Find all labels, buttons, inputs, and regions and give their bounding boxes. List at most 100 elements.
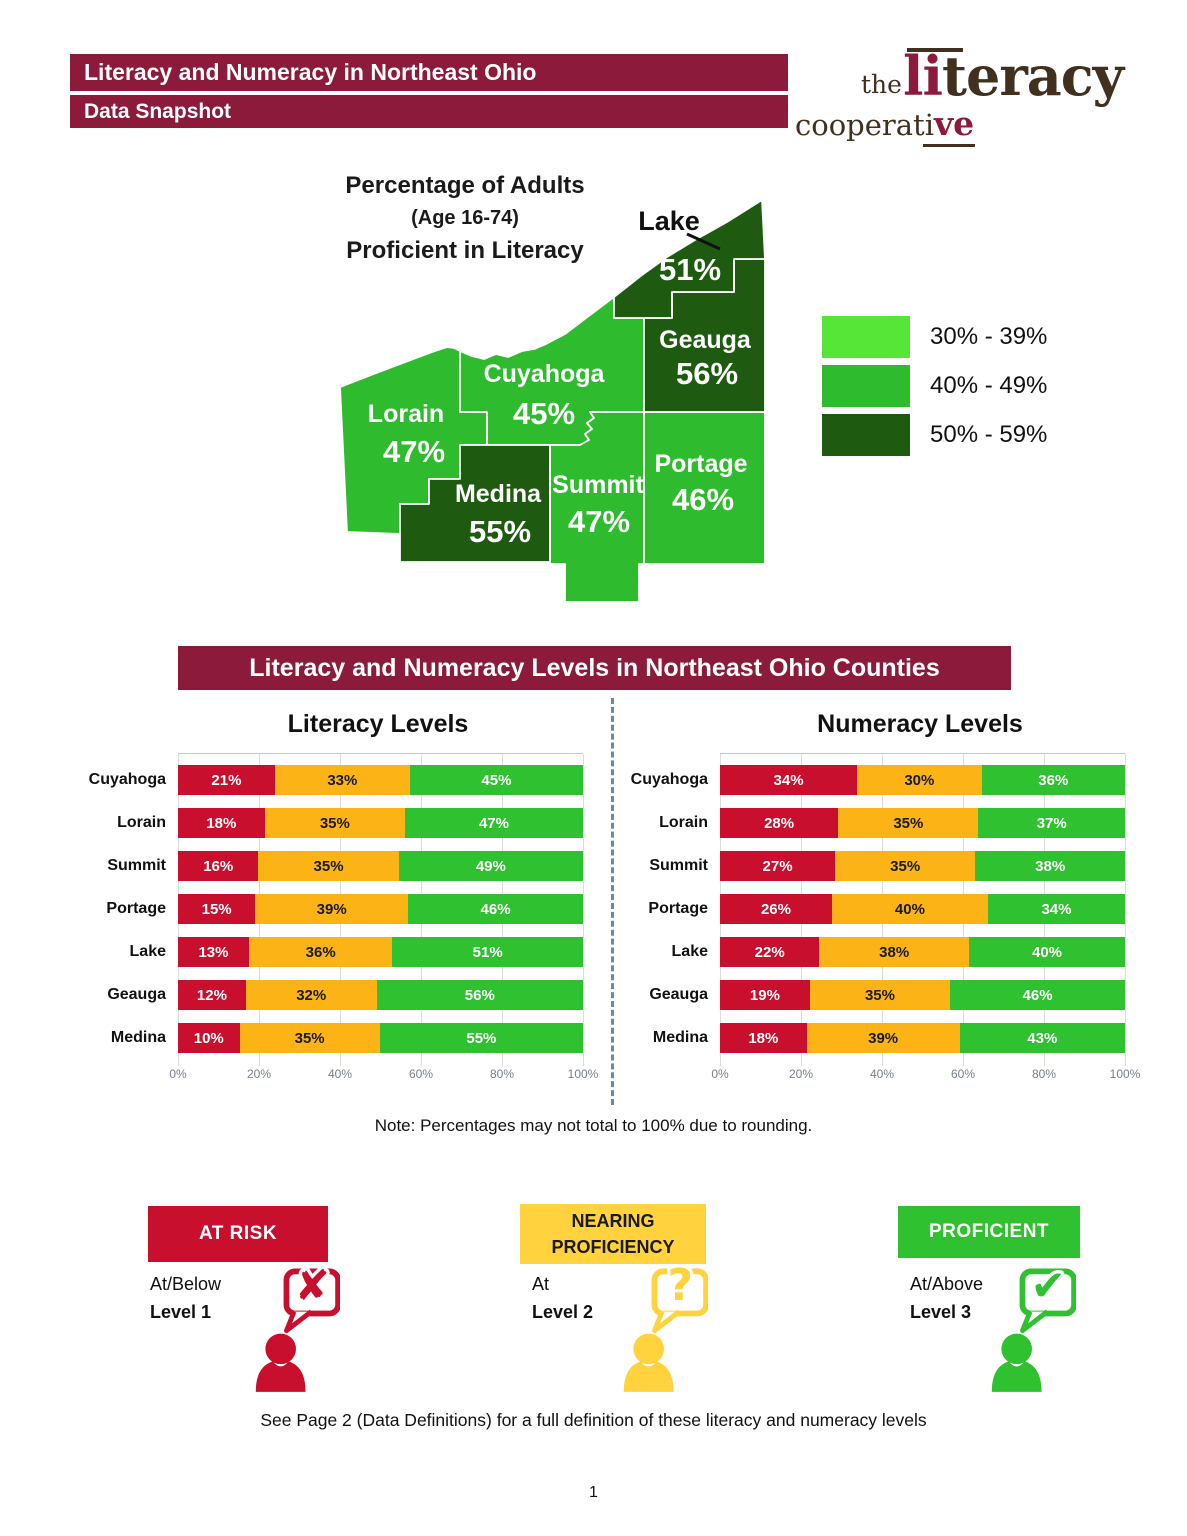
bar-segment: 26%: [720, 894, 832, 924]
proficient-person-icon: ✔: [988, 1256, 1077, 1392]
bar-segment: 35%: [239, 1023, 380, 1053]
axis-tick-label: 80%: [1031, 1067, 1057, 1081]
lake-callout-line: [686, 232, 721, 251]
bar-segment: 40%: [969, 937, 1126, 967]
chart-row: Geauga 19% 35% 46%: [614, 980, 1129, 1010]
logo-word-literacy: literacy: [903, 44, 1124, 108]
logo-underline: [923, 144, 975, 147]
bar-segment: 35%: [264, 808, 405, 838]
chart-row: Lorain 18% 35% 47%: [72, 808, 587, 838]
chart-rows: Cuyahoga 34% 30% 36% Lorain 28% 35% 37% Summit 27…: [614, 765, 1129, 1053]
chart-row: Summit 27% 35% 38%: [614, 851, 1129, 881]
gridline: [1125, 754, 1126, 1066]
county-name-lorain: Lorain: [368, 400, 444, 428]
bar-segment: 49%: [398, 851, 583, 881]
bar-segment: 18%: [720, 1023, 807, 1053]
axis-tick-label: 0%: [711, 1067, 729, 1081]
county-name-portage: Portage: [654, 450, 747, 478]
stacked-bar: 22% 38% 40%: [720, 937, 1126, 967]
stacked-bar: 26% 40% 34%: [720, 894, 1125, 924]
literacy-cooperative-logo: the literacy cooperative: [795, 44, 1125, 147]
bar-segment: 16%: [178, 851, 259, 881]
at-risk-person-icon: ✘: [252, 1256, 341, 1392]
bar-segment: 39%: [806, 1023, 960, 1053]
stacked-bar: 21% 33% 45%: [178, 765, 583, 795]
bar-segment: 32%: [245, 980, 377, 1010]
question-mark-icon: ?: [667, 1260, 693, 1311]
county-value-geauga: 56%: [676, 356, 738, 391]
map-legend-row: 40% - 49%: [822, 365, 1047, 407]
map-legend-row: 50% - 59%: [822, 414, 1047, 456]
chart-row: Lake 22% 38% 40%: [614, 937, 1129, 967]
row-county-label: Geauga: [649, 986, 708, 1003]
bar-segment: 34%: [720, 765, 858, 795]
legend-label: 50% - 59%: [930, 421, 1048, 448]
document-subtitle-bar: Data Snapshot: [70, 95, 788, 128]
rounding-note: Note: Percentages may not total to 100% …: [374, 1116, 813, 1135]
document-title-bar: Literacy and Numeracy in Northeast Ohio: [70, 54, 788, 91]
bar-segment: 39%: [255, 894, 409, 924]
stacked-bar: 13% 36% 51%: [178, 937, 583, 967]
county-value-lorain: 47%: [383, 434, 445, 469]
map-legend: 30% - 39% 40% - 49% 50% - 59%: [822, 316, 1047, 463]
logo-word-cooperative: cooperative: [795, 104, 975, 143]
chart-row: Geauga 12% 32% 56%: [72, 980, 587, 1010]
nearing-proficiency-person-icon: ?: [620, 1256, 709, 1392]
bar-segment: 37%: [978, 808, 1125, 838]
row-county-label: Lorain: [117, 814, 166, 831]
bar-segment: 38%: [819, 937, 970, 967]
chart-row: Portage 26% 40% 34%: [614, 894, 1129, 924]
chart-row: Medina 18% 39% 43%: [614, 1023, 1129, 1053]
bar-segment: 30%: [857, 765, 982, 795]
nearing-proficiency-description: At Level 2: [532, 1274, 594, 1322]
county-shape-medina: [399, 444, 551, 563]
lake-callout-label: Lake: [638, 206, 700, 236]
chart-row: Cuyahoga 34% 30% 36%: [614, 765, 1129, 795]
bar-segment: 15%: [178, 894, 256, 924]
proficient-banner: PROFICIENT: [898, 1206, 1080, 1258]
stacked-bar: 12% 32% 56%: [178, 980, 583, 1010]
literacy-chart-title: Literacy Levels: [287, 710, 469, 738]
stacked-bar: 34% 30% 36%: [720, 765, 1125, 795]
row-county-label: Lorain: [659, 814, 708, 831]
row-county-label: Summit: [649, 857, 708, 874]
row-county-label: Portage: [106, 900, 166, 917]
logo-word-the: the: [861, 70, 902, 99]
county-value-portage: 46%: [672, 482, 734, 517]
row-county-label: Medina: [110, 1029, 166, 1046]
bar-segment: 22%: [720, 937, 820, 967]
bar-segment: 35%: [838, 808, 979, 838]
legend-swatch-50-59: [822, 414, 910, 456]
bar-segment: 12%: [178, 980, 246, 1010]
bar-segment: 10%: [178, 1023, 240, 1053]
stacked-bar: 18% 35% 47%: [178, 808, 583, 838]
axis-tick-label: 100%: [1109, 1067, 1141, 1081]
bar-segment: 43%: [959, 1023, 1125, 1053]
bar-segment: 27%: [720, 851, 836, 881]
county-name-geauga: Geauga: [659, 326, 752, 354]
county-value-medina: 55%: [469, 514, 531, 549]
checkmark-icon: ✔: [1031, 1261, 1066, 1310]
chart-rows: Cuyahoga 21% 33% 45% Lorain 18% 35% 47% Summit 16…: [72, 765, 587, 1053]
axis-tick-label: 100%: [567, 1067, 599, 1081]
bar-segment: 36%: [248, 937, 393, 967]
row-county-label: Lake: [129, 943, 166, 960]
literacy-levels-chart: Cuyahoga 21% 33% 45% Lorain 18% 35% 47% Summit 16…: [72, 753, 598, 1081]
nearing-proficiency-banner: NEARING PROFICIENCY: [520, 1204, 706, 1264]
bar-segment: 38%: [975, 851, 1126, 881]
footer-note: See Page 2 (Data Definitions) for a full…: [260, 1410, 927, 1430]
chart-row: Portage 15% 39% 46%: [72, 894, 587, 924]
row-county-label: Summit: [107, 857, 166, 874]
at-risk-description: At/Below Level 1: [150, 1274, 222, 1322]
page-number: 1: [589, 1484, 598, 1501]
chart-row: Cuyahoga 21% 33% 45%: [72, 765, 587, 795]
at-risk-banner: AT RISK: [148, 1206, 328, 1262]
row-county-label: Lake: [671, 943, 708, 960]
chart-axis: 0% 20% 40% 60% 80% 100%: [711, 1067, 1140, 1087]
county-value-cuyahoga: 45%: [513, 396, 575, 431]
section-title-banner: Literacy and Numeracy Levels in Northeas…: [178, 646, 1011, 690]
county-name-cuyahoga: Cuyahoga: [484, 360, 606, 388]
axis-tick-label: 80%: [489, 1067, 515, 1081]
county-name-medina: Medina: [455, 480, 542, 508]
legend-swatch-40-49: [822, 365, 910, 407]
